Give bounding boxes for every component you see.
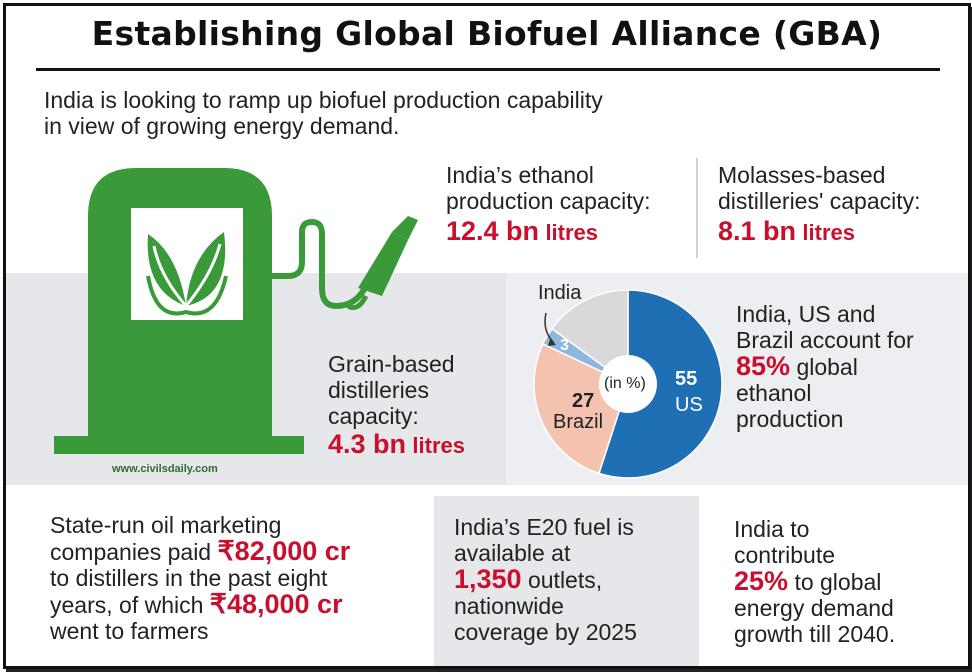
- share-line-1: India, US and: [736, 301, 876, 327]
- share-pie-chart: [533, 289, 723, 479]
- grain-line-1: Grain-based: [328, 351, 455, 377]
- us-name: US: [675, 394, 703, 416]
- omc-line-2: companies paid: [50, 539, 212, 565]
- intro-line-1: India is looking to ramp up biofuel prod…: [44, 87, 603, 113]
- e20-block: India’s E20 fuel is available at 1,350 o…: [454, 514, 637, 645]
- ethanol-line-2: production capacity:: [446, 188, 651, 214]
- e20-line-2: available at: [454, 540, 571, 566]
- demand-line-3: to global: [794, 569, 882, 595]
- share-value: 85%: [736, 351, 791, 381]
- share-line-5: production: [736, 406, 844, 432]
- divider-top: [696, 158, 698, 258]
- grain-capacity-block: Grain-based distilleries capacity: 4.3 b…: [328, 351, 465, 459]
- e20-value: 1,350: [454, 564, 522, 594]
- fuel-pump-illustration: [54, 168, 418, 454]
- infographic-frame: Establishing Global Biofuel Alliance (GB…: [3, 3, 971, 669]
- pie-center-label: (in %): [604, 375, 646, 392]
- grain-value: 4.3 bn: [328, 429, 407, 459]
- leaf-icon: [146, 232, 228, 316]
- pie-hole: [599, 355, 657, 413]
- demand-line-2: contribute: [734, 542, 836, 568]
- grain-line-3: capacity:: [328, 403, 419, 429]
- nozzle-icon: [346, 216, 418, 311]
- demand-line-5: growth till 2040.: [734, 621, 896, 647]
- pump-hose: [272, 218, 389, 310]
- title-underline: [36, 68, 940, 71]
- demand-line-1: India to: [734, 516, 810, 542]
- molasses-capacity-block: Molasses-based distilleries' capacity: 8…: [718, 162, 921, 246]
- molasses-line-1: Molasses-based: [718, 162, 886, 188]
- brazil-value: 27: [572, 390, 595, 412]
- us-value: 55: [675, 368, 698, 390]
- pie-slices: [533, 289, 723, 479]
- e20-panel: [434, 496, 699, 666]
- intro-line-2: in view of growing energy demand.: [44, 113, 400, 139]
- omc-value-2: ₹48,000 cr: [209, 589, 343, 619]
- grain-unit: litres: [412, 433, 466, 458]
- share-line-3: global: [796, 354, 858, 380]
- omc-line-3: to distillers in the past eight: [50, 565, 328, 591]
- e20-line-5: coverage by 2025: [454, 619, 637, 645]
- share-line-4: ethanol: [736, 380, 812, 406]
- ethanol-capacity-block: India’s ethanol production capacity: 12.…: [446, 162, 651, 246]
- e20-line-4: nationwide: [454, 593, 564, 619]
- ethanol-unit: litres: [545, 220, 599, 245]
- demand-line-4: energy demand: [734, 595, 894, 621]
- india-label: India: [538, 282, 582, 304]
- intro-text: India is looking to ramp up biofuel prod…: [44, 87, 603, 139]
- grain-line-2: distilleries: [328, 377, 429, 403]
- molasses-unit: litres: [802, 220, 856, 245]
- demand-value: 25%: [734, 566, 789, 596]
- ethanol-line-1: India’s ethanol: [446, 162, 594, 188]
- omc-line-5: went to farmers: [50, 618, 209, 644]
- omc-line-1: State-run oil marketing: [50, 512, 282, 538]
- molasses-value: 8.1 bn: [718, 216, 797, 246]
- omc-line-4: years, of which: [50, 592, 204, 618]
- demand-block: India to contribute 25% to global energy…: [734, 516, 895, 647]
- share-block: India, US and Brazil account for 85% glo…: [736, 301, 914, 432]
- e20-line-1: India’s E20 fuel is: [454, 514, 634, 540]
- india-pointer-arrow: [548, 339, 556, 346]
- page-title: Establishing Global Biofuel Alliance (GB…: [91, 14, 883, 53]
- pie-slice-rest: [550, 289, 629, 386]
- ethanol-value: 12.4 bn: [446, 216, 540, 246]
- omc-value-1: ₹82,000 cr: [217, 536, 351, 566]
- share-line-2: Brazil account for: [736, 327, 914, 353]
- pie-slice-us: [598, 289, 723, 479]
- e20-line-3: outlets,: [527, 567, 603, 593]
- brazil-name: Brazil: [553, 411, 604, 433]
- india-value: 3: [560, 337, 569, 354]
- molasses-line-2: distilleries' capacity:: [718, 188, 921, 214]
- india-pointer-line: [544, 312, 555, 344]
- watermark: www.civilsdaily.com: [112, 463, 218, 475]
- omc-block: State-run oil marketing companies paid ₹…: [50, 512, 350, 644]
